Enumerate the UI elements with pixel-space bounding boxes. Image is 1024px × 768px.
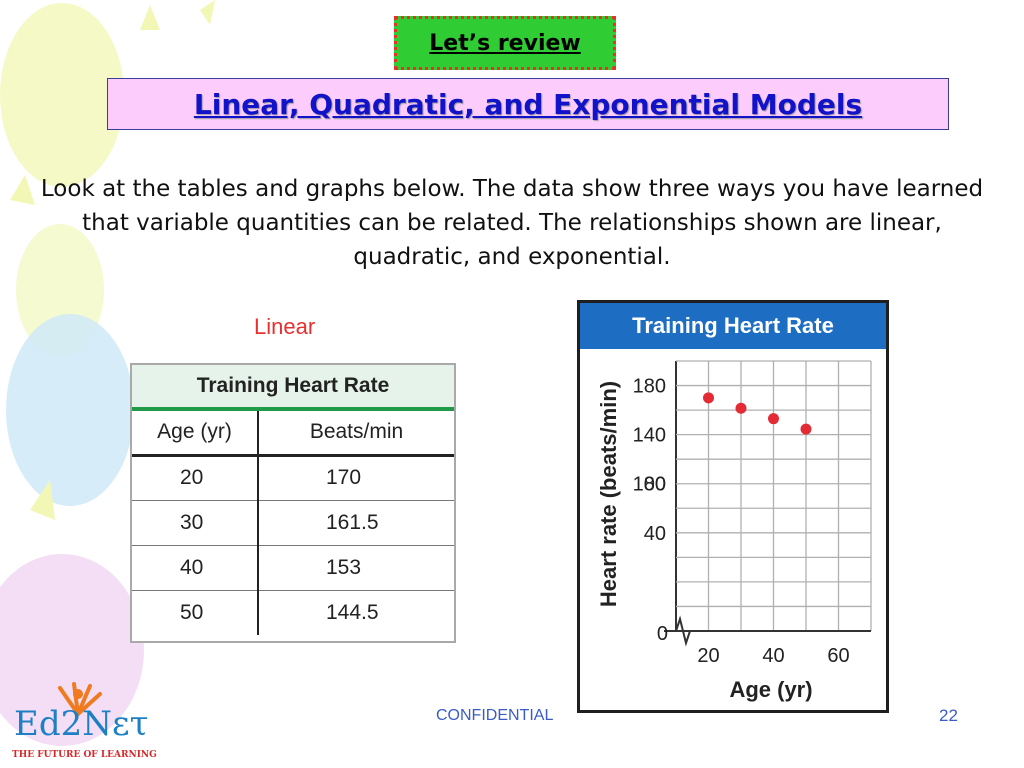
y-tick-label: 0 [657,623,668,645]
data-table: Age (yr) Beats/min 20 170 30 161.5 40 15… [132,411,454,635]
confidential-label: CONFIDENTIAL [436,707,554,724]
logo-wordmark: Ed2Nετ [14,704,149,744]
lets-review-banner: Let’s review [394,16,616,70]
table-cell-age: 30 [132,500,259,546]
slide-title: Linear, Quadratic, and Exponential Model… [193,87,863,121]
slide-title-box: Linear, Quadratic, and Exponential Model… [107,78,949,130]
table-cell-age: 40 [132,545,259,591]
linear-label: Linear [254,314,316,339]
y-tick-label: 80 [644,474,666,496]
page-number: 22 [939,706,958,725]
table-title: Training Heart Rate [132,365,454,411]
table-cell-age: 50 [132,590,259,635]
y-tick-label: 40 [644,523,666,545]
y-tick-label: 100 [633,474,666,496]
y-tick-label: 140 [633,425,666,447]
data-point [735,402,747,414]
data-point [768,413,779,425]
logo-tagline: THE FUTURE OF LEARNING [12,750,157,760]
column-header-age: Age (yr) [132,411,259,457]
heart-rate-table: Training Heart Rate Age (yr) Beats/min 2… [130,363,456,643]
table-cell-beats: 170 [258,455,454,501]
data-point [800,423,812,435]
data-point [703,392,714,404]
chart-title: Training Heart Rate [580,303,886,349]
table-cell-beats: 161.5 [258,500,454,546]
column-header-beats: Beats/min [258,411,454,457]
axis-break-icon [675,615,691,647]
y-axis-label: Heart rate (beats/min) [596,381,621,607]
table-cell-beats: 153 [258,545,454,591]
x-tick-label: 40 [762,645,784,667]
heart-rate-chart: Training Heart Rate 20 40 60 0 40 80 100 140 180… [577,300,889,713]
lets-review-label: Let’s review [429,30,581,56]
x-axis-label: Age (yr) [729,677,812,702]
table-row: 30 161.5 [132,500,454,546]
table-row: 20 170 [132,455,454,501]
logo-figure-icon [58,682,102,716]
intro-paragraph: Look at the tables and graphs below. The… [40,176,984,270]
table-cell-age: 20 [132,455,259,501]
table-header-row: Age (yr) Beats/min [132,411,454,457]
table-row: 50 144.5 [132,590,454,635]
x-tick-label: 20 [697,645,719,667]
table-cell-beats: 144.5 [326,600,379,624]
y-tick-label: 180 [633,376,666,398]
table-row: 40 153 [132,545,454,591]
x-tick-label: 60 [827,645,849,667]
ed2net-logo: Ed2Nετ THE FUTURE OF LEARNING [12,680,182,764]
